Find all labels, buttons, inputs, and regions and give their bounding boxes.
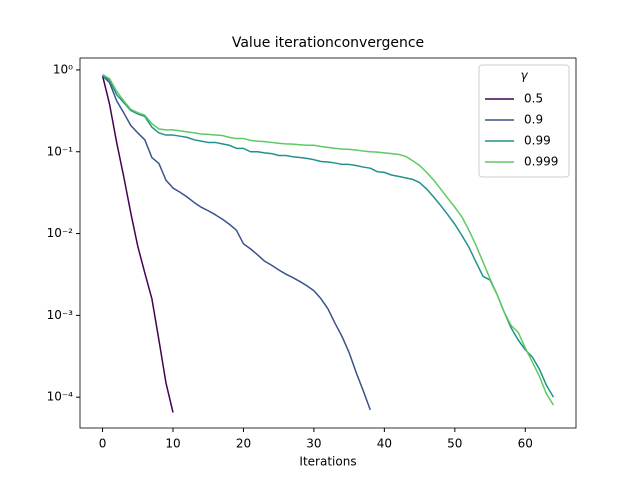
legend-label: 0.5	[524, 92, 543, 106]
x-tick-label: 30	[306, 437, 321, 451]
series-line	[102, 73, 555, 406]
x-tick-label: 40	[377, 437, 392, 451]
y-tick-label: 10⁻²	[47, 226, 74, 240]
x-tick-label: 0	[99, 437, 107, 451]
x-tick-label: 20	[236, 437, 251, 451]
chart-title: Value iterationconvergence	[232, 35, 424, 51]
series-line	[101, 75, 174, 413]
y-tick-label: 10⁻³	[47, 308, 74, 322]
series-line	[102, 75, 555, 398]
x-tick-label: 60	[518, 437, 533, 451]
y-tick-label: 10⁻¹	[47, 144, 74, 158]
legend-title: γ	[520, 69, 528, 83]
x-axis-label: Iterations	[299, 455, 356, 469]
legend-label: 0.999	[524, 155, 558, 169]
y-tick-label: 10⁰	[53, 62, 73, 76]
legend-label: 0.99	[524, 134, 551, 148]
plot-frame	[79, 57, 577, 429]
x-tick-label: 50	[447, 437, 462, 451]
legend-label: 0.9	[524, 113, 543, 127]
series-line	[102, 75, 371, 411]
x-tick-label: 10	[165, 437, 180, 451]
legend-box	[478, 64, 570, 178]
y-tick-label: 10⁻⁴	[47, 390, 74, 404]
